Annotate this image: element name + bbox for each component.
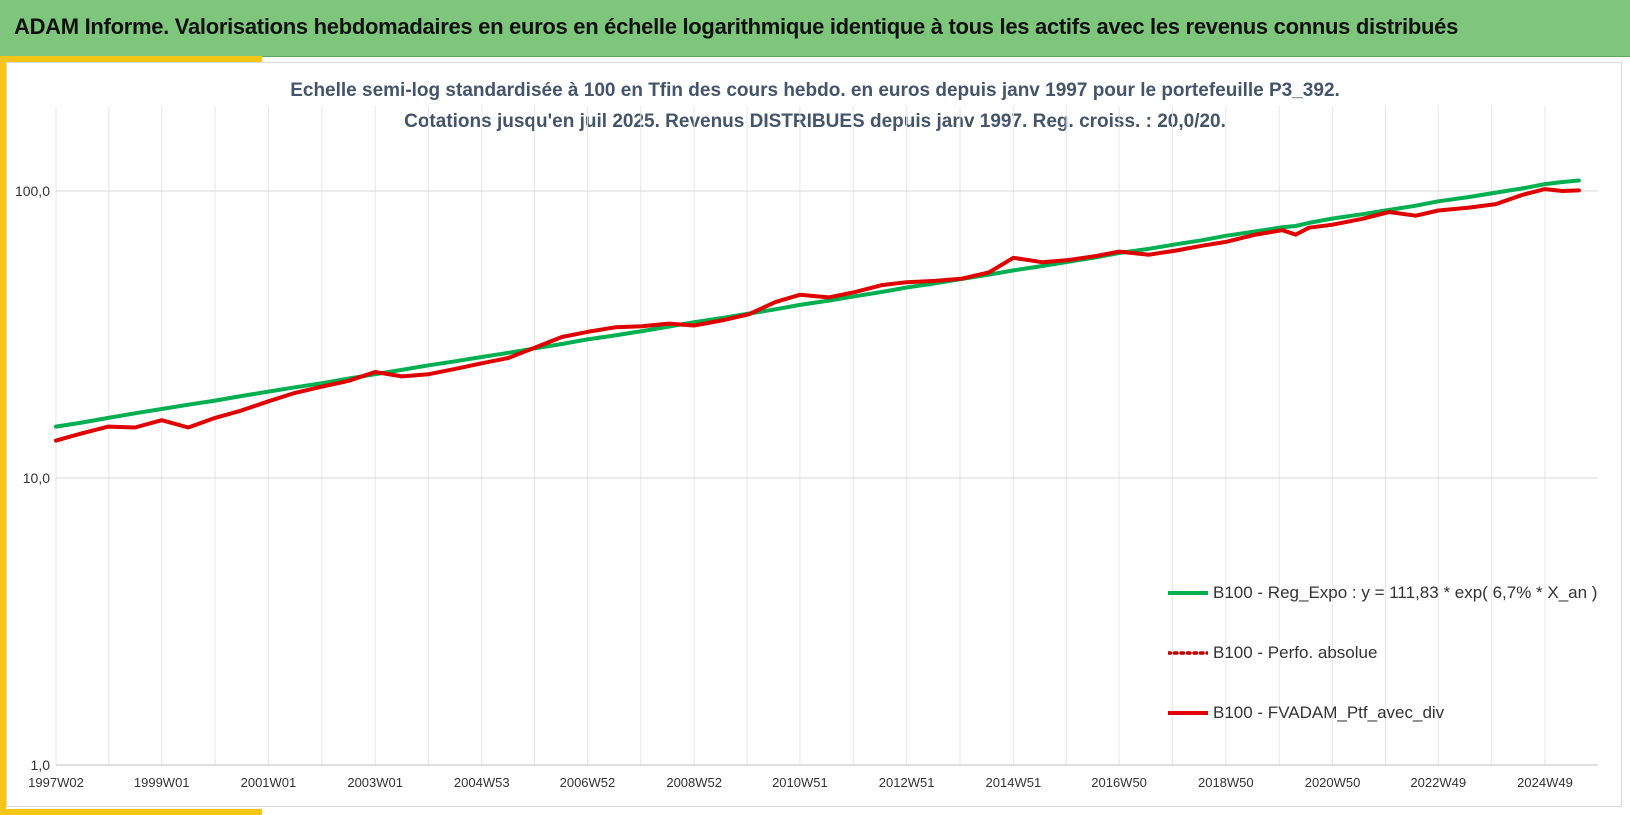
x-tick-label: 2022W49	[1410, 775, 1466, 790]
y-tick-label: 1,0	[31, 757, 51, 773]
x-tick-label: 2010W51	[772, 775, 828, 790]
legend-label-perfo: B100 - Perfo. absolue	[1213, 643, 1378, 662]
x-tick-label: 1997W02	[28, 775, 84, 790]
legend-label-regression: B100 - Reg_Expo : y = 111,83 * exp( 6,7%…	[1213, 583, 1598, 602]
series-line-0	[54, 178, 1581, 429]
y-tick-label: 100,0	[15, 183, 50, 199]
x-tick-label: 2006W52	[560, 775, 616, 790]
legend-label-portfolio: B100 - FVADAM_Ptf_avec_div	[1213, 703, 1445, 722]
x-tick-label: 2024W49	[1517, 775, 1573, 790]
x-tick-label: 2020W50	[1305, 775, 1361, 790]
frame-accent-left	[0, 56, 6, 815]
legend-swatch-perfo	[1168, 651, 1208, 655]
frame-accent-bottom	[0, 809, 262, 815]
x-tick-label: 2016W50	[1091, 775, 1147, 790]
report-title: ADAM Informe. Valorisations hebdomadaire…	[14, 14, 1459, 39]
header-banner: ADAM Informe. Valorisations hebdomadaire…	[0, 0, 1630, 57]
x-tick-label: 2003W01	[347, 775, 403, 790]
frame-accent-top	[0, 56, 262, 62]
x-tick-label: 2012W51	[879, 775, 935, 790]
x-tick-label: 2014W51	[986, 775, 1042, 790]
chart-title-line-2: Cotations jusqu'en juil 2025. Revenus DI…	[404, 111, 1226, 132]
chart-frame	[6, 62, 1622, 807]
x-tick-label: 2018W50	[1198, 775, 1254, 790]
x-tick-label: 2004W53	[454, 775, 510, 790]
x-tick-label: 2008W52	[666, 775, 722, 790]
x-tick-label: 1999W01	[134, 775, 190, 790]
legend-swatch-regression	[1168, 591, 1208, 595]
x-tick-label: 2001W01	[241, 775, 297, 790]
y-tick-label: 10,0	[23, 470, 50, 486]
series-line-2	[54, 187, 1581, 443]
legend-swatch-portfolio	[1168, 711, 1208, 715]
chart-title-line-1: Echelle semi-log standardisée à 100 en T…	[290, 80, 1340, 101]
